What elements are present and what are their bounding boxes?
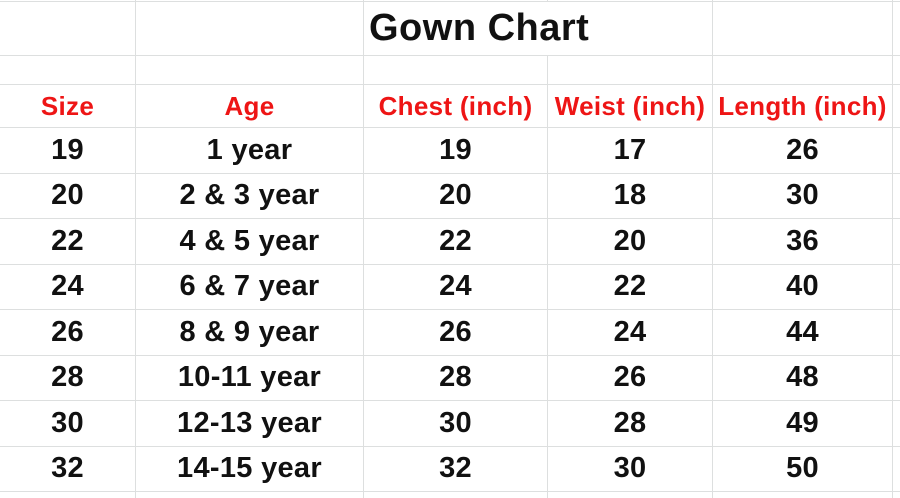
size-cell: 26 (0, 310, 136, 356)
grid-cell (713, 492, 893, 498)
weist-cell: 18 (548, 173, 713, 219)
size-cell: 32 (0, 446, 136, 492)
column-header-length: Length (inch) (713, 85, 893, 128)
grid-cell (893, 492, 900, 498)
weist-cell: 17 (548, 128, 713, 174)
weist-cell: 26 (548, 355, 713, 401)
grid-cell (893, 356, 900, 401)
grid-cell (0, 56, 136, 85)
chest-cell: 19 (364, 128, 548, 174)
grid-cell (136, 492, 364, 498)
grid-cell (713, 56, 893, 85)
age-cell: 2 & 3 year (136, 173, 364, 219)
grid-cell (893, 2, 900, 56)
size-cell: 28 (0, 355, 136, 401)
grid-cell (893, 56, 900, 85)
column-header-size: Size (0, 85, 136, 128)
age-cell: 6 & 7 year (136, 264, 364, 310)
grid-cell (713, 2, 893, 56)
chart-title: Gown Chart (364, 2, 713, 56)
weist-cell: 22 (548, 264, 713, 310)
grid-cell (893, 265, 900, 310)
grid-cell (893, 174, 900, 219)
length-cell: 36 (713, 219, 893, 265)
column-header-chest: Chest (inch) (364, 85, 548, 128)
length-cell: 49 (713, 401, 893, 447)
weist-cell: 30 (548, 446, 713, 492)
chest-cell: 32 (364, 446, 548, 492)
length-cell: 44 (713, 310, 893, 356)
weist-cell: 28 (548, 401, 713, 447)
grid-cell (893, 0, 900, 2)
weist-cell: 20 (548, 219, 713, 265)
grid-cell (893, 401, 900, 447)
column-header-age: Age (136, 85, 364, 128)
grid-cell (0, 492, 136, 498)
grid-cell (0, 2, 136, 56)
length-cell: 40 (713, 264, 893, 310)
chest-cell: 20 (364, 173, 548, 219)
grid-cell (364, 492, 548, 498)
grid-cell (548, 0, 713, 2)
chest-cell: 30 (364, 401, 548, 447)
age-cell: 8 & 9 year (136, 310, 364, 356)
age-cell: 10-11 year (136, 355, 364, 401)
chest-cell: 28 (364, 355, 548, 401)
grid-cell (713, 0, 893, 2)
grid-cell (893, 447, 900, 492)
chest-cell: 26 (364, 310, 548, 356)
grid-cell (136, 0, 364, 2)
grid-cell (548, 492, 713, 498)
size-cell: 24 (0, 264, 136, 310)
grid-cell (893, 219, 900, 265)
grid-cell (893, 128, 900, 174)
age-cell: 4 & 5 year (136, 219, 364, 265)
length-cell: 26 (713, 128, 893, 174)
grid-cell (0, 0, 136, 2)
age-cell: 14-15 year (136, 446, 364, 492)
chest-cell: 22 (364, 219, 548, 265)
chest-cell: 24 (364, 264, 548, 310)
size-cell: 22 (0, 219, 136, 265)
column-header-weist: Weist (inch) (548, 85, 713, 128)
age-cell: 12-13 year (136, 401, 364, 447)
grid-cell (364, 0, 548, 2)
size-cell: 20 (0, 173, 136, 219)
grid-cell (136, 2, 364, 56)
grid-cell (136, 56, 364, 85)
grid-cell (364, 56, 548, 85)
grid-cell (893, 310, 900, 356)
weist-cell: 24 (548, 310, 713, 356)
age-cell: 1 year (136, 128, 364, 174)
grid-cell (548, 56, 713, 85)
grid-cell (893, 85, 900, 128)
length-cell: 30 (713, 173, 893, 219)
size-cell: 30 (0, 401, 136, 447)
size-cell: 19 (0, 128, 136, 174)
length-cell: 50 (713, 446, 893, 492)
length-cell: 48 (713, 355, 893, 401)
